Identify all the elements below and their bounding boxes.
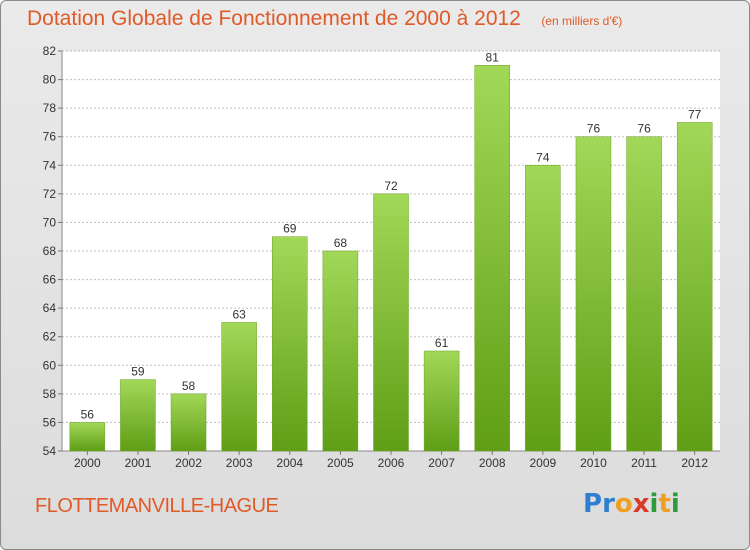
x-tick-label: 2012 [681,456,708,470]
y-tick-label: 70 [43,215,57,229]
y-tick-label: 60 [43,358,57,372]
data-label: 69 [283,222,297,236]
y-tick-label: 64 [43,301,57,315]
bar [170,393,207,452]
bar [221,322,257,452]
y-tick-label: 54 [43,444,57,458]
x-tick-label: 2005 [327,456,354,470]
logo-letter: x [632,489,650,519]
data-label: 59 [131,365,145,379]
y-tick-label: 58 [43,387,57,401]
x-tick-label: 2004 [276,456,303,470]
y-tick-label: 62 [43,330,57,344]
x-tick-label: 2008 [479,456,506,470]
logo-letter: o [614,489,633,519]
x-tick-label: 2009 [529,456,556,470]
bar [525,165,561,452]
y-tick-label: 80 [43,73,57,87]
x-tick-label: 2011 [631,456,657,470]
data-label: 58 [182,379,196,393]
data-label: 56 [81,407,95,421]
chart-title: Dotation Globale de Fonctionnement de 20… [27,7,521,30]
data-label: 61 [435,336,449,350]
y-tick-label: 72 [43,187,57,201]
x-tick-label: 2010 [580,456,607,470]
logo-letter: i [649,489,659,519]
data-label: 77 [688,107,702,121]
x-tick-label: 2006 [378,456,405,470]
x-tick-label: 2007 [428,456,455,470]
y-tick-label: 76 [43,130,57,144]
y-tick-label: 56 [43,415,57,429]
data-label: 63 [232,307,246,321]
x-tick-label: 2000 [74,456,101,470]
bar [575,136,612,452]
y-tick-label: 82 [43,44,57,58]
data-label: 68 [334,236,348,250]
x-tick-label: 2003 [226,456,253,470]
y-tick-label: 74 [43,158,57,172]
data-label: 76 [637,122,651,136]
bar [676,122,713,452]
y-tick-label: 68 [43,244,57,258]
commune-name: FLOTTEMANVILLE-HAGUE [35,495,279,517]
bar [120,379,156,452]
logo-letter: P [583,489,603,519]
data-label: 72 [384,179,398,193]
x-tick-label: 2002 [175,456,202,470]
data-label: 76 [587,122,601,136]
y-tick-label: 78 [43,101,57,115]
logo-letter: t [658,489,671,519]
bar [322,250,359,452]
bar [373,193,409,452]
logo-letter: r [602,489,615,519]
bar [69,422,106,452]
proxiti-logo[interactable]: Proxiti [583,489,680,519]
data-label: 81 [486,50,500,64]
logo-letter: i [670,489,680,519]
x-tick-label: 2001 [125,456,152,470]
bar [272,236,308,452]
title-row: Dotation Globale de Fonctionnement de 20… [27,7,622,31]
bar [626,136,662,452]
bar [423,350,460,452]
data-label: 74 [536,150,550,164]
bar [474,65,510,452]
y-tick-label: 66 [43,273,57,287]
chart-subtitle: (en milliers d'€) [541,14,623,28]
